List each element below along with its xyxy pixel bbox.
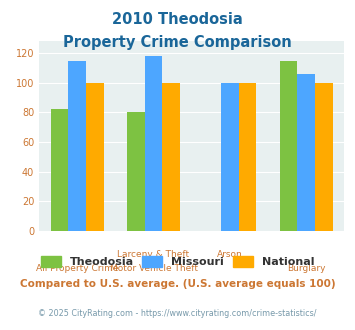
Text: Arson: Arson [217, 250, 243, 259]
Bar [239, 83, 256, 231]
Bar [221, 83, 239, 231]
Legend: Theodosia, Missouri, National: Theodosia, Missouri, National [36, 251, 319, 271]
Bar [280, 60, 297, 231]
Text: Motor Vehicle Theft: Motor Vehicle Theft [110, 264, 197, 273]
Text: 2010 Theodosia: 2010 Theodosia [112, 12, 243, 26]
Bar [51, 110, 69, 231]
Text: © 2025 CityRating.com - https://www.cityrating.com/crime-statistics/: © 2025 CityRating.com - https://www.city… [38, 309, 317, 317]
Bar [145, 56, 162, 231]
Text: Burglary: Burglary [287, 264, 326, 273]
Bar [127, 113, 145, 231]
Bar [86, 83, 104, 231]
Text: Larceny & Theft: Larceny & Theft [118, 250, 190, 259]
Bar [315, 83, 333, 231]
Bar [297, 74, 315, 231]
Bar [162, 83, 180, 231]
Text: Property Crime Comparison: Property Crime Comparison [63, 35, 292, 50]
Text: All Property Crime: All Property Crime [36, 264, 119, 273]
Text: Compared to U.S. average. (U.S. average equals 100): Compared to U.S. average. (U.S. average … [20, 279, 335, 289]
Bar [69, 60, 86, 231]
